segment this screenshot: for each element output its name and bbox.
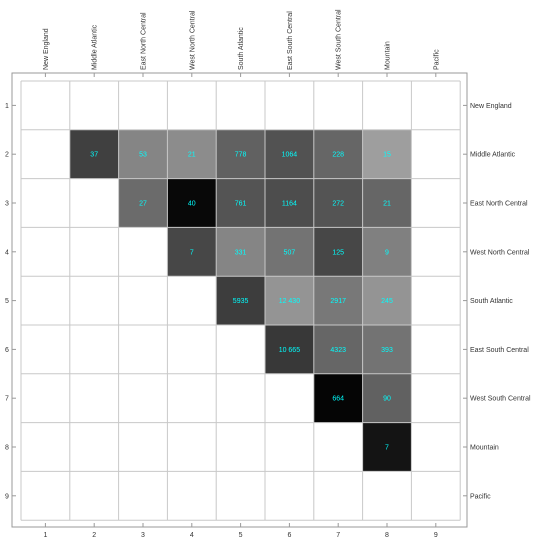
heatmap-cell <box>313 227 363 277</box>
cell-value-label: 37 <box>90 152 98 159</box>
column-tick-label: 1 <box>43 532 47 539</box>
row-tick-label: 5 <box>5 298 9 305</box>
column-region-label: East South Central <box>287 11 294 70</box>
row-tick-label: 9 <box>5 493 9 500</box>
axis-ticks: 1 2 3 4 5 6 7 8 9 1 2 3 4 5 6 7 8 9 New England Middle Atla… <box>5 9 531 539</box>
heatmap-cell <box>167 129 217 179</box>
row-region-label: New England <box>470 103 512 110</box>
heatmap-cell <box>118 129 168 179</box>
column-region-label: Pacific <box>433 49 440 70</box>
row-region-label: Middle Atlantic <box>470 152 516 159</box>
row-region-label: East South Central <box>470 347 529 354</box>
heatmap-cell <box>362 129 412 179</box>
row-region-label: Mountain <box>470 445 499 452</box>
heatmap-cell <box>69 129 119 179</box>
cell-value-label: 53 <box>139 152 147 159</box>
heatmap-cell <box>216 276 265 325</box>
cell-value-label: 393 <box>381 347 393 354</box>
column-region-label: South Atlantic <box>238 27 245 70</box>
heatmap-cell <box>362 227 412 277</box>
column-region-label: New England <box>43 28 50 70</box>
column-tick-label: 5 <box>239 532 243 539</box>
row-tick-label: 7 <box>5 396 9 403</box>
row-tick-label: 1 <box>5 103 9 110</box>
column-region-label: Middle Atlantic <box>92 24 99 70</box>
heatmap-cell <box>265 276 314 325</box>
cell-value-label: 15 <box>383 152 391 159</box>
column-tick-label: 6 <box>287 532 291 539</box>
column-tick-label: 7 <box>336 532 340 539</box>
heatmap-cell <box>265 227 314 277</box>
row-tick-label: 3 <box>5 201 9 208</box>
column-region-label: West North Central <box>189 10 196 70</box>
column-tick-label: 3 <box>141 532 145 539</box>
cell-value-label: 778 <box>235 152 247 159</box>
row-region-label: East North Central <box>470 201 528 208</box>
heatmap-cell <box>265 129 314 179</box>
heatmap-cell <box>362 178 412 228</box>
column-tick-label: 9 <box>434 532 438 539</box>
heatmap-cell <box>313 373 363 423</box>
cell-value-label: 40 <box>188 201 196 208</box>
cell-value-label: 272 <box>332 201 344 208</box>
column-region-label: Mountain <box>385 41 392 70</box>
column-tick-label: 2 <box>92 532 96 539</box>
cell-value-label: 27 <box>139 201 147 208</box>
cell-value-label: 1164 <box>282 201 297 208</box>
column-tick-label: 4 <box>190 532 194 539</box>
heatmap-cell <box>313 325 363 374</box>
heatmap-cell <box>167 178 217 228</box>
cell-value-label: 5935 <box>233 298 249 305</box>
row-region-label: West South Central <box>470 396 531 403</box>
cell-value-label: 228 <box>332 152 344 159</box>
cell-value-label: 1064 <box>282 152 298 159</box>
row-region-label: South Atlantic <box>470 298 513 305</box>
cell-value-label: 10 665 <box>279 347 301 354</box>
row-tick-label: 8 <box>5 445 9 452</box>
heatmap-cell <box>362 422 412 472</box>
cell-value-label: 7 <box>190 249 194 256</box>
column-tick-label: 8 <box>385 532 389 539</box>
cell-value-label: 7 <box>385 445 389 452</box>
cell-value-label: 245 <box>381 298 393 305</box>
heatmap-cell <box>118 178 168 228</box>
column-region-label: West South Central <box>336 9 343 70</box>
heatmap-cell <box>265 325 314 374</box>
cell-value-label: 2917 <box>330 298 346 305</box>
cell-value-label: 507 <box>284 249 296 256</box>
row-region-label: West North Central <box>470 249 530 256</box>
heatmap-cell <box>362 325 412 374</box>
row-tick-label: 4 <box>5 249 9 256</box>
heatmap-cell <box>313 276 363 325</box>
heatmap-cell <box>216 178 265 228</box>
heatmap-cell <box>362 373 412 423</box>
heatmap-cell <box>216 227 265 277</box>
row-region-label: Pacific <box>470 493 491 500</box>
cell-value-label: 125 <box>332 249 344 256</box>
cell-labels: 37 53 21 778 1064 228 15 27 40 761 1164 272 21 7 331 50… <box>90 152 393 452</box>
row-tick-label: 6 <box>5 347 9 354</box>
heatmap-cells <box>69 129 412 472</box>
heatmap-cell <box>362 276 412 325</box>
outer-frame <box>11 72 468 528</box>
heatmap-cell <box>216 129 265 179</box>
cell-value-label: 331 <box>235 249 247 256</box>
cell-value-label: 761 <box>235 201 247 208</box>
heatmap-cell <box>167 227 217 277</box>
cell-value-label: 664 <box>332 396 344 403</box>
cell-value-label: 9 <box>385 249 389 256</box>
heatmap-cell <box>313 129 363 179</box>
row-tick-label: 2 <box>5 152 9 159</box>
cell-value-label: 90 <box>383 396 391 403</box>
grid-lines <box>20 80 461 521</box>
cell-value-label: 21 <box>188 152 196 159</box>
heatmap-cell <box>313 178 363 228</box>
plot-frame <box>11 72 468 528</box>
heatmap-cell <box>265 178 314 228</box>
cell-value-label: 12 430 <box>279 298 301 305</box>
column-region-label: East North Central <box>141 12 148 70</box>
cell-value-label: 21 <box>383 201 391 208</box>
cell-value-label: 4323 <box>330 347 346 354</box>
